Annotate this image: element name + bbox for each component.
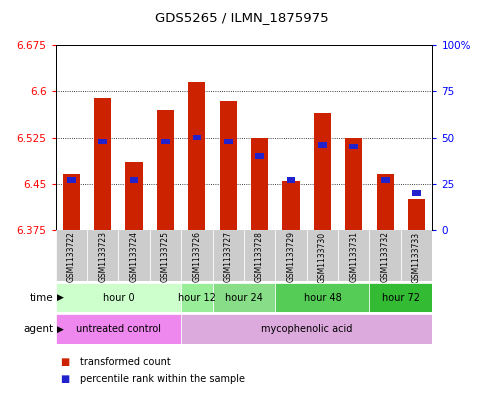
Bar	[181, 314, 432, 344]
Bar	[87, 230, 118, 281]
Bar	[307, 230, 338, 281]
Text: ▶: ▶	[57, 293, 64, 302]
Bar	[251, 138, 268, 230]
Text: percentile rank within the sample: percentile rank within the sample	[80, 374, 245, 384]
Text: GSM1133725: GSM1133725	[161, 231, 170, 283]
Bar	[377, 174, 394, 230]
Bar	[213, 230, 244, 281]
Bar	[161, 139, 170, 144]
Bar	[408, 199, 425, 230]
Bar	[275, 283, 369, 312]
Bar	[314, 113, 331, 230]
Bar	[369, 230, 401, 281]
Bar	[381, 178, 389, 183]
Bar	[188, 82, 205, 230]
Bar	[401, 230, 432, 281]
Text: untreated control: untreated control	[76, 324, 161, 334]
Bar	[369, 283, 432, 312]
Text: agent: agent	[23, 324, 53, 334]
Bar	[213, 283, 275, 312]
Text: GSM1133730: GSM1133730	[318, 231, 327, 283]
Bar	[67, 178, 75, 183]
Bar	[118, 230, 150, 281]
Bar	[181, 283, 213, 312]
Bar	[345, 138, 362, 230]
Bar	[244, 230, 275, 281]
Bar	[56, 230, 87, 281]
Bar	[287, 178, 295, 183]
Bar	[157, 110, 174, 230]
Text: time: time	[29, 293, 53, 303]
Bar	[283, 181, 299, 230]
Text: GSM1133728: GSM1133728	[255, 231, 264, 282]
Bar	[94, 97, 111, 230]
Text: mycophenolic acid: mycophenolic acid	[261, 324, 353, 334]
Text: hour 24: hour 24	[225, 293, 263, 303]
Text: GSM1133724: GSM1133724	[129, 231, 139, 283]
Text: hour 48: hour 48	[303, 293, 341, 303]
Bar	[56, 283, 181, 312]
Text: GSM1133731: GSM1133731	[349, 231, 358, 283]
Bar	[224, 139, 232, 144]
Bar	[126, 162, 142, 230]
Text: GSM1133722: GSM1133722	[67, 231, 76, 282]
Bar	[338, 230, 369, 281]
Text: GSM1133729: GSM1133729	[286, 231, 296, 283]
Bar	[193, 135, 201, 140]
Bar	[181, 230, 213, 281]
Text: hour 0: hour 0	[102, 293, 134, 303]
Bar	[150, 230, 181, 281]
Text: ■: ■	[60, 356, 70, 367]
Bar	[350, 144, 358, 149]
Bar	[412, 190, 421, 196]
Bar	[275, 230, 307, 281]
Text: hour 72: hour 72	[382, 293, 420, 303]
Text: GSM1133732: GSM1133732	[381, 231, 390, 283]
Bar	[220, 101, 237, 230]
Text: GSM1133723: GSM1133723	[98, 231, 107, 283]
Text: GSM1133727: GSM1133727	[224, 231, 233, 283]
Bar	[63, 174, 80, 230]
Text: GSM1133726: GSM1133726	[192, 231, 201, 283]
Text: ■: ■	[60, 374, 70, 384]
Bar	[56, 314, 181, 344]
Text: hour 12: hour 12	[178, 293, 216, 303]
Text: ▶: ▶	[57, 325, 64, 334]
Text: GDS5265 / ILMN_1875975: GDS5265 / ILMN_1875975	[155, 11, 328, 24]
Text: transformed count: transformed count	[80, 356, 170, 367]
Text: GSM1133733: GSM1133733	[412, 231, 421, 283]
Bar	[318, 142, 327, 147]
Bar	[256, 153, 264, 159]
Bar	[130, 178, 138, 183]
Bar	[99, 139, 107, 144]
